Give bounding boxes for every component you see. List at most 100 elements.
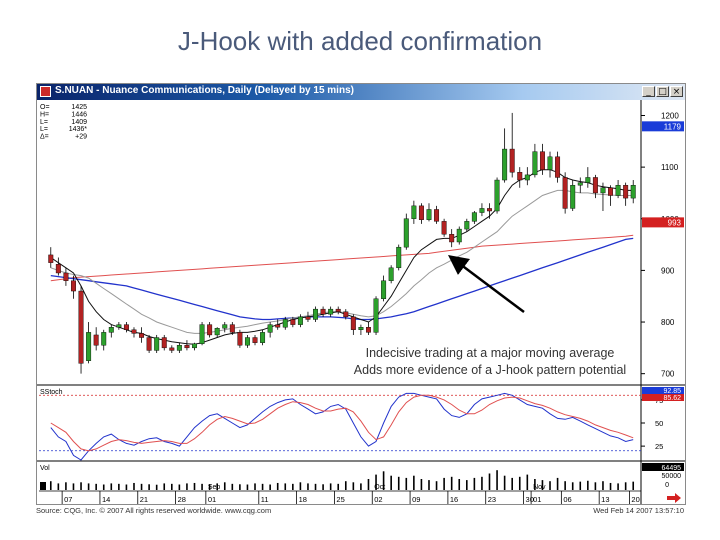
volume-bar [322,484,324,490]
candle-body [517,172,523,181]
window-titlebar[interactable]: S.NUAN - Nuance Communications, Daily (D… [37,84,685,100]
stoch-marker-label: 85.62 [663,395,681,402]
candle-body [275,324,281,328]
volume-bar [133,482,135,490]
volume-bar [564,481,566,490]
candle-body [229,324,235,333]
volume-bar [511,477,513,490]
x-tick-label: 07 [64,495,72,504]
candle-body [93,334,99,346]
ohlc-readout-value: 1446 [71,111,87,118]
ohlc-readout-label: Δ= [40,134,49,141]
volume-bar [201,483,203,490]
volume-bar [556,477,559,490]
stoch-marker-box [642,387,684,394]
candle-body [199,324,205,344]
timestamp: Wed Feb 14 2007 13:57:10 [593,506,684,515]
candle-body [509,148,515,173]
volume-bar [148,484,150,490]
close-button[interactable]: × [670,86,683,97]
scroll-marker [40,482,46,490]
candle-body [108,326,114,333]
ma-gray-line [50,189,634,334]
ohlc-readout-value: +29 [75,134,87,141]
volume-bar [367,479,370,490]
volume-bar [163,483,166,490]
ohlc-readout-label: L= [40,126,48,133]
volume-bar [80,482,82,490]
volume-bar [87,483,90,490]
price-marker-box [642,121,684,132]
candle-body [464,221,470,230]
volume-bar [549,481,551,490]
volume-bar [405,477,408,490]
volume-bar [329,483,332,490]
candle-body [214,328,220,336]
volume-bar [57,483,60,490]
x-tick-label: 30 [526,495,534,504]
volume-bar [594,482,597,490]
annotation-line-1: Indecisive trading at a major moving ave… [366,346,615,360]
volume-bar [458,479,461,490]
volume-bar [624,482,627,490]
ohlc-readout-label: H= [40,111,49,118]
candle-body [63,272,69,281]
candle-body [494,179,500,212]
volume-bar [239,484,241,490]
candle-body [532,151,538,176]
candle-body [479,208,485,213]
volume-bar [541,480,544,490]
minimize-button[interactable]: _ [642,86,655,97]
candle-body [615,184,621,196]
volume-bar [473,477,476,490]
candle-body [78,290,84,364]
chart-canvas[interactable]: 7008009001000110012001179993O=1425H=1446… [37,100,685,504]
volume-title: Vol [40,465,50,472]
candle-body [101,332,107,346]
volume-bar [397,476,400,490]
volume-bar [65,482,67,490]
volume-bar [186,483,188,490]
candle-body [608,187,613,196]
stoch-marker-label: 92.85 [663,388,681,395]
volume-bar [352,482,355,490]
stoch-title: SStoch [40,389,63,396]
maximize-button[interactable]: □ [656,86,669,97]
volume-bar [632,481,635,490]
volume-bar [276,482,279,490]
candle-body [139,333,145,338]
month-label: Sep [208,484,221,491]
candle-body [335,308,341,312]
candle-body [55,264,61,274]
x-tick-label: 21 [140,495,148,504]
volume-bar [208,484,211,490]
candle-body [600,187,606,194]
candle-body [123,324,129,330]
candle-body [547,156,553,170]
volume-bar [526,474,529,490]
volume-bar [292,483,294,490]
volume-bar [231,483,234,490]
candle-body [343,311,349,318]
candle-body [562,177,568,209]
volume-axis-label: 50000 [662,473,682,480]
volume-bar [193,482,196,490]
volume-bar [609,482,612,490]
candle-body [244,337,250,346]
volume-bar [450,476,453,490]
candle-body [487,208,492,212]
candle-body [434,209,440,222]
x-tick-label: 13 [601,495,609,504]
volume-bar [617,483,619,490]
price-marker-box [642,217,684,228]
candle-body [305,316,311,320]
candle-body [146,337,152,351]
candle-body [539,151,545,170]
volume-bar [435,481,438,490]
volume-bar [178,484,181,490]
stoch-pane [37,386,685,460]
volume-bar [443,477,445,490]
price-marker-label: 1179 [664,122,682,131]
candle-body [570,184,576,209]
volume-bar [413,475,415,490]
